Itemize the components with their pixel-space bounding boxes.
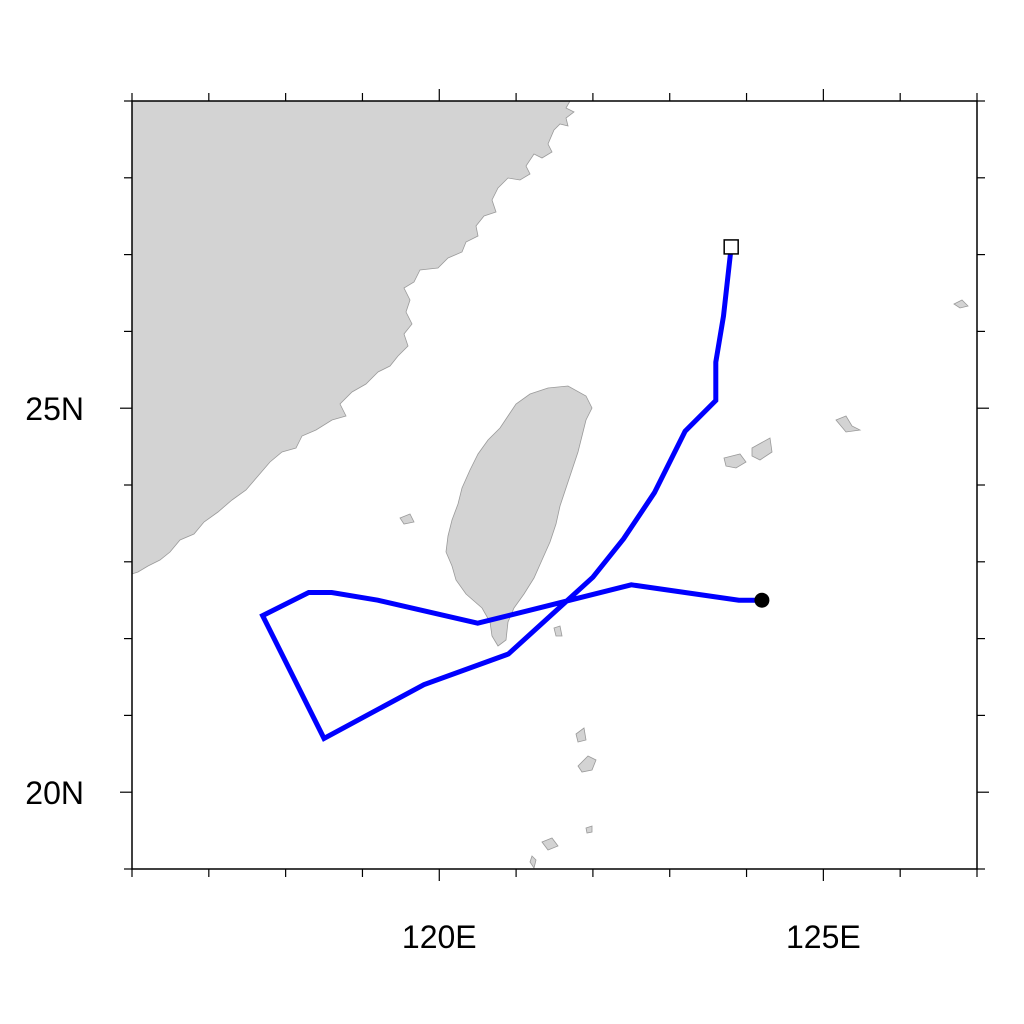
island — [541, 837, 559, 851]
island — [835, 415, 862, 433]
lat-tick-label: 20N — [25, 775, 84, 811]
track-end-square-marker — [723, 239, 739, 255]
island — [953, 299, 969, 309]
island — [723, 453, 747, 469]
land-masses — [131, 100, 969, 869]
island — [585, 825, 593, 834]
track-start-circle-marker — [754, 592, 770, 608]
island — [751, 437, 773, 461]
taiwan-island — [445, 385, 593, 647]
lon-tick-label: 120E — [402, 919, 477, 955]
lon-tick-label: 125E — [786, 919, 861, 955]
storm-track — [259, 246, 762, 742]
china-mainland — [131, 100, 575, 575]
map-frame — [131, 100, 978, 870]
island — [529, 855, 537, 869]
island — [553, 625, 563, 637]
lat-tick-label: 25N — [25, 391, 84, 427]
axis-ticks — [120, 89, 989, 881]
island — [399, 513, 415, 525]
island — [577, 755, 597, 773]
axis-labels: 120E 125E 20N 25N — [25, 391, 860, 955]
island — [575, 727, 587, 743]
